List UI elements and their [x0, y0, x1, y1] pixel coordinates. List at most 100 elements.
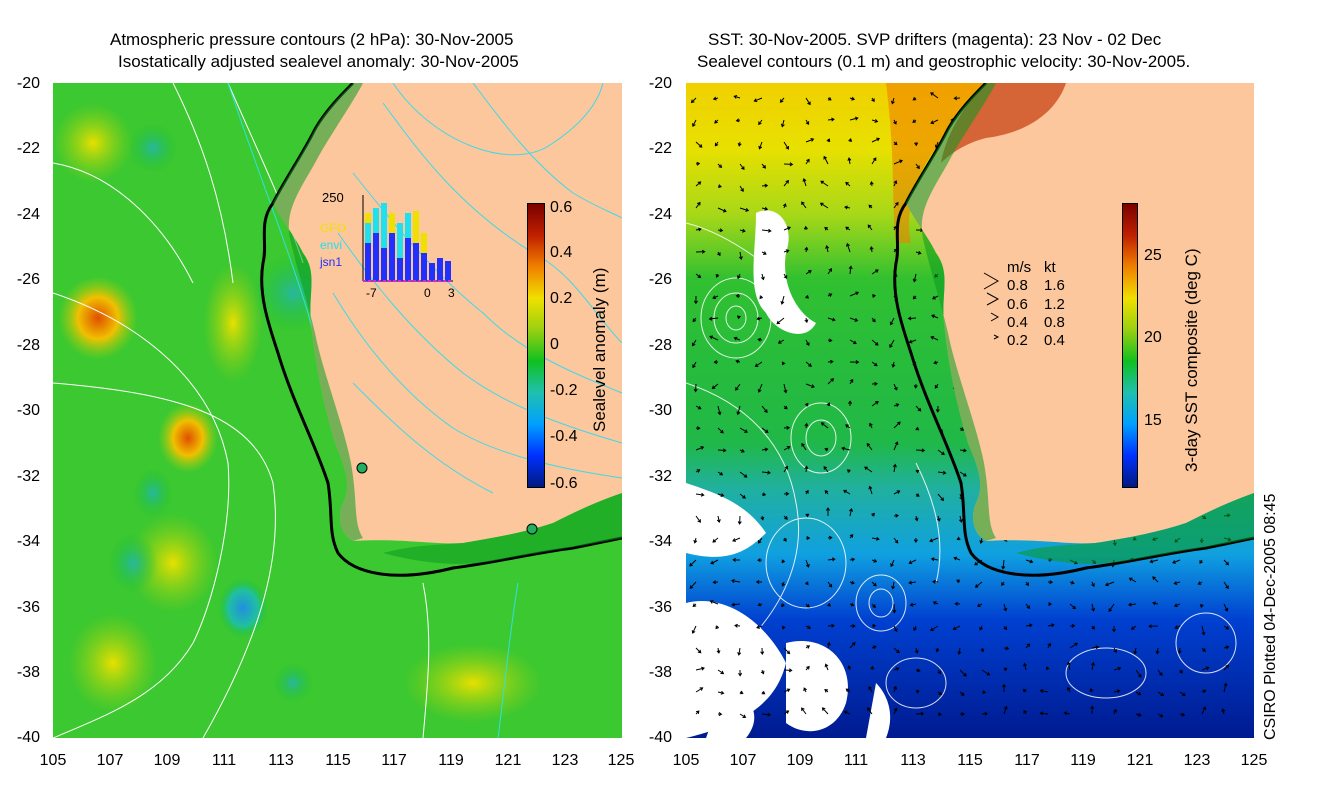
velocity-arrow	[739, 207, 750, 212]
right-xtick: 107	[729, 752, 757, 769]
velocity-arrow	[757, 383, 763, 393]
velocity-arrow	[871, 157, 877, 165]
velocity-arrow	[866, 442, 873, 451]
velocity-arrow	[739, 713, 747, 718]
right-colorbar-tick: 20	[1144, 329, 1162, 346]
velocity-arrow	[1001, 683, 1006, 693]
velocity-legend-kt: 1.6	[1044, 277, 1065, 294]
right-ytick: -38	[648, 664, 672, 681]
velocity-arrow	[937, 691, 943, 696]
velocity-arrow	[826, 402, 831, 407]
velocity-arrow	[915, 250, 922, 255]
velocity-arrow	[805, 339, 810, 347]
velocity-arrow	[914, 647, 919, 654]
left-colorbar-tick: 0.6	[550, 199, 573, 216]
velocity-arrow	[891, 581, 896, 590]
velocity-arrow	[1045, 666, 1050, 671]
velocity-arrow	[783, 226, 791, 231]
left-ytick: -30	[16, 402, 40, 419]
velocity-arrow	[974, 581, 983, 588]
velocity-arrow	[783, 273, 788, 279]
right-map-svg	[686, 83, 1254, 738]
velocity-arrow	[805, 489, 809, 495]
velocity-arrow	[824, 688, 829, 693]
velocity-arrow	[976, 603, 983, 607]
velocity-arrow	[695, 492, 705, 497]
velocity-arrow	[1177, 647, 1182, 655]
velocity-arrow	[780, 119, 785, 128]
velocity-arrow	[805, 665, 810, 671]
velocity-arrow	[783, 249, 790, 254]
velocity-arrow	[805, 158, 810, 165]
velocity-arrow	[717, 712, 723, 717]
velocity-arrow	[893, 707, 898, 715]
velocity-arrow	[907, 316, 917, 321]
velocity-arrow	[737, 141, 742, 147]
velocity-arrow	[760, 647, 765, 656]
left-xtick: 123	[551, 752, 579, 769]
velocity-arrow	[1047, 580, 1054, 585]
velocity-arrow	[871, 381, 878, 386]
velocity-arrow	[714, 141, 719, 147]
velocity-arrow	[846, 469, 851, 473]
velocity-legend-header-ms: m/s	[1007, 259, 1032, 276]
velocity-arrow	[893, 403, 900, 408]
velocity-arrow	[803, 225, 808, 231]
velocity-arrow	[801, 707, 807, 715]
velocity-arrow	[695, 249, 706, 254]
velocity-arrow	[713, 360, 719, 365]
velocity-arrow	[847, 157, 852, 165]
velocity-arrow	[754, 361, 763, 367]
velocity-arrow	[932, 601, 939, 605]
velocity-arrow	[959, 448, 967, 453]
velocity-arrow	[893, 119, 897, 125]
velocity-arrow	[780, 295, 785, 305]
velocity-arrow	[892, 463, 897, 473]
velocity-arrow	[827, 267, 832, 275]
velocity-arrow	[890, 97, 895, 105]
velocity-arrow	[735, 383, 741, 391]
velocity-arrow	[1157, 691, 1165, 697]
velocity-arrow	[849, 291, 860, 297]
velocity-arrow	[712, 537, 719, 543]
anomaly-low	[108, 533, 158, 593]
velocity-arrow	[848, 138, 853, 143]
velocity-arrow	[869, 181, 874, 187]
velocity-arrow	[1047, 623, 1055, 628]
velocity-arrow	[1063, 711, 1071, 716]
velocity-arrow	[709, 599, 719, 605]
anomaly-warm	[53, 103, 133, 183]
velocity-arrow	[891, 361, 896, 368]
velocity-arrow	[979, 537, 984, 544]
velocity-arrow	[868, 685, 873, 693]
anomaly-warm	[128, 513, 218, 613]
velocity-arrow	[823, 466, 829, 473]
velocity-arrow	[802, 178, 807, 187]
right-xtick: 105	[672, 752, 700, 769]
velocity-arrow	[868, 204, 873, 209]
velocity-arrow	[1201, 689, 1207, 694]
velocity-arrow	[1108, 603, 1115, 613]
velocity-arrow	[1179, 691, 1186, 696]
velocity-arrow	[821, 707, 829, 715]
right-australia-land	[906, 83, 1254, 544]
velocity-arrow	[1001, 581, 1005, 586]
velocity-arrow	[734, 623, 741, 628]
cloud-mask	[686, 210, 891, 738]
velocity-arrow	[759, 295, 764, 300]
velocity-arrow	[889, 317, 895, 326]
velocity-arrow	[1069, 623, 1076, 628]
velocity-arrow	[1172, 559, 1181, 564]
velocity-legend-header-kt: kt	[1044, 259, 1056, 276]
velocity-arrow	[733, 94, 741, 99]
velocity-arrow	[711, 383, 719, 390]
velocity-arrow	[695, 227, 702, 232]
velocity-arrow	[735, 359, 741, 364]
velocity-arrow	[871, 512, 875, 517]
velocity-arrow	[736, 315, 741, 320]
velocity-arrow	[934, 383, 939, 389]
left-xtick: 117	[381, 752, 407, 769]
velocity-arrow	[890, 559, 895, 568]
velocity-arrow	[871, 317, 876, 323]
anomaly-high	[58, 276, 138, 360]
